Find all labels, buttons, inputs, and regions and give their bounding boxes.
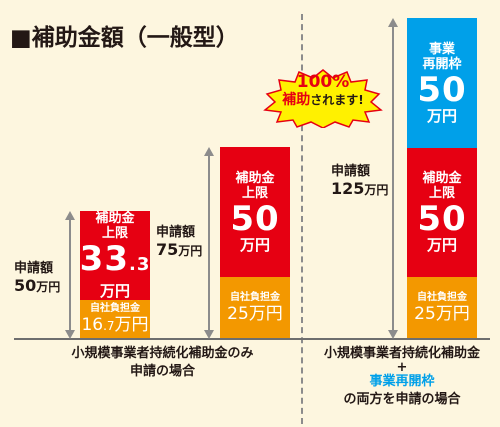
- section-divider: [301, 14, 303, 424]
- left-own-bar: 自社負担金 16.7万円: [80, 300, 150, 338]
- limit-label: 上限: [241, 185, 268, 201]
- left-subsidy-bar: 補助金 上限 33.3 万円: [80, 211, 150, 300]
- subsidy-label: 補助金: [422, 171, 462, 186]
- right-subsidy-bar: 補助金 上限 50 万円: [407, 148, 477, 277]
- own-burden-label: 自社負担金: [90, 303, 140, 314]
- burst-subsidy-text: 補助: [282, 92, 311, 108]
- apply-label: 申請額: [14, 261, 54, 276]
- subsidy-amount: 50: [230, 198, 280, 239]
- apply-unit: 万円: [364, 183, 389, 197]
- right-caption: 小規模事業者持続化補助金 + 事業再開枠 の両方を申請の場合: [323, 346, 480, 407]
- middle-own-bar: 自社負担金 25万円: [220, 277, 290, 338]
- subsidy-unit: 万円: [239, 235, 270, 254]
- reopen-frame-label: 再開枠: [422, 56, 462, 72]
- right-reopen-bar: 事業 再開枠 50 万円: [407, 18, 477, 148]
- apply-unit: 万円: [36, 280, 61, 294]
- right-apply-label: 申請額 125万円: [331, 163, 388, 199]
- middle-apply-label: 申請額 75万円: [156, 224, 202, 260]
- burst-rest-text: されます!: [310, 93, 364, 107]
- burst-callout: 100% 補助されます!: [263, 72, 383, 108]
- own-burden-amount: 25万円: [227, 304, 283, 324]
- arrow-up-icon: [388, 18, 398, 27]
- limit-label: 上限: [428, 186, 455, 201]
- apply-amount: 50: [14, 276, 37, 295]
- subsidy-label: 補助金: [95, 211, 135, 226]
- subsidy-unit: 万円: [426, 236, 457, 254]
- apply-label: 申請額: [331, 164, 371, 179]
- left-apply-label: 申請額 50万円: [14, 260, 60, 296]
- reopen-amount: 50: [417, 69, 467, 110]
- apply-amount: 125: [331, 179, 365, 198]
- own-burden-amount: 16.7万円: [81, 315, 149, 335]
- apply-amount: 75: [156, 240, 179, 259]
- own-burden-label: 自社負担金: [230, 292, 280, 303]
- reopen-unit: 万円: [426, 106, 457, 125]
- arrow-down-icon: [65, 330, 75, 339]
- baseline: [14, 338, 490, 340]
- arrow-down-icon: [204, 330, 214, 339]
- middle-subsidy-bar: 補助金 上限 50 万円: [220, 147, 290, 277]
- subsidy-amount: 33.3: [79, 239, 151, 279]
- subsidy-amount: 50: [417, 199, 467, 239]
- limit-label: 上限: [101, 226, 128, 241]
- page-title: ■補助金額（一般型）: [10, 25, 239, 51]
- subsidy-unit: 万円: [99, 282, 130, 300]
- arrow-up-icon: [65, 211, 75, 220]
- own-burden-label: 自社負担金: [417, 292, 467, 303]
- reopen-label: 事業: [428, 41, 455, 57]
- left-caption: 小規模事業者持続化補助金のみ 申請の場合: [71, 346, 254, 379]
- subsidy-label: 補助金: [235, 170, 275, 186]
- arrow-up-icon: [204, 147, 214, 156]
- arrow-line: [208, 155, 210, 332]
- arrow-down-icon: [388, 330, 398, 339]
- arrow-line: [69, 219, 71, 332]
- apply-unit: 万円: [178, 244, 203, 258]
- arrow-line: [392, 26, 394, 332]
- burst-percent: 100%: [296, 72, 350, 92]
- right-own-bar: 自社負担金 25万円: [407, 277, 477, 338]
- burst-shape-icon: [263, 69, 383, 128]
- own-burden-amount: 25万円: [414, 304, 470, 324]
- apply-label: 申請額: [156, 225, 196, 240]
